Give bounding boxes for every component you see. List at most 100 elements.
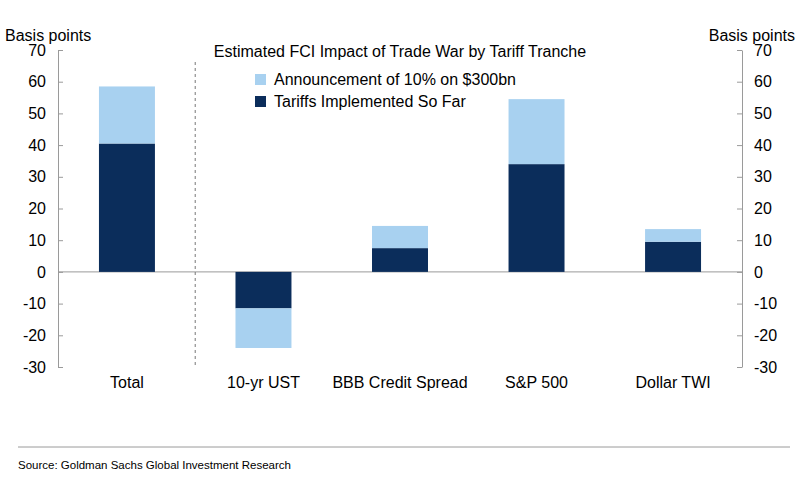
y-axis: -30 -20 -10 0 10 20 30 40 50 60 70 (23, 42, 63, 376)
tick-mark (58, 50, 63, 51)
tick: -20 (737, 327, 777, 344)
legend: Announcement of 10% on $300bn Tariffs Imp… (255, 71, 516, 110)
tick-label: -30 (754, 359, 777, 376)
tick-label: 10 (754, 232, 772, 249)
category-label: Dollar TWI (635, 374, 710, 391)
tick-mark (737, 335, 742, 336)
separator (195, 62, 196, 367)
bar (235, 308, 291, 348)
tick-mark (737, 177, 742, 178)
tick-label: -10 (754, 295, 777, 312)
tick-mark (58, 367, 63, 368)
tick-mark (58, 82, 63, 83)
bar (509, 164, 565, 272)
tick: 40 (28, 137, 63, 154)
tick-label: -20 (23, 327, 46, 344)
legend-swatch (255, 96, 266, 107)
tick: 60 (28, 73, 63, 90)
tick: 70 (28, 42, 63, 59)
bar (645, 242, 701, 272)
tick-mark (58, 304, 63, 305)
tick-mark (58, 113, 63, 114)
tick-mark (58, 335, 63, 336)
tick: 70 (737, 42, 772, 59)
bar (372, 226, 428, 248)
tick-mark (58, 209, 63, 210)
tick-mark (737, 50, 742, 51)
bars (99, 86, 701, 348)
y2-axis-title: Basis points (709, 27, 795, 44)
bar (235, 272, 291, 308)
tick-mark (737, 145, 742, 146)
tick: 40 (737, 137, 772, 154)
title: Estimated FCI Impact of Trade War by Tar… (214, 43, 586, 60)
legend-label: Announcement of 10% on $300bn (274, 71, 516, 88)
tick: 20 (28, 200, 63, 217)
bar (99, 144, 155, 272)
tick-label: 0 (754, 264, 763, 281)
axis-line (742, 51, 743, 368)
tick-mark (58, 177, 63, 178)
bar (99, 86, 155, 143)
tick-mark (737, 82, 742, 83)
tick-mark (737, 367, 742, 368)
tick-mark (58, 145, 63, 146)
tick-label: 70 (754, 42, 772, 59)
tick-label: -30 (23, 359, 46, 376)
tick-label: 60 (754, 73, 772, 90)
tick-label: 30 (28, 168, 46, 185)
tick: S&P 500 (505, 374, 568, 391)
tick: 0 (37, 264, 63, 281)
tick-label: 0 (37, 264, 46, 281)
tick-label: 30 (754, 168, 772, 185)
tick: 0 (737, 264, 763, 281)
tick-label: -10 (23, 295, 46, 312)
tick: 50 (28, 105, 63, 122)
tick-mark (737, 209, 742, 210)
tick-mark (737, 272, 742, 273)
bar (372, 248, 428, 272)
tick: Total (110, 374, 144, 391)
y2-axis: -30 -20 -10 0 10 20 30 40 50 60 70 (737, 42, 777, 376)
tick-label: 70 (28, 42, 46, 59)
tick: -20 (23, 327, 63, 344)
tick-label: 20 (28, 200, 46, 217)
tick: -10 (737, 295, 777, 312)
tick: -30 (737, 359, 777, 376)
y-axis-title: Basis points (5, 27, 91, 44)
tick: 30 (737, 168, 772, 185)
tick-label: 50 (28, 105, 46, 122)
bar (645, 229, 701, 242)
category-label: 10-yr UST (227, 374, 300, 391)
tick-mark (737, 240, 742, 241)
tick-label: 60 (28, 73, 46, 90)
tick-label: 10 (28, 232, 46, 249)
tick-label: 40 (28, 137, 46, 154)
legend-label: Tariffs Implemented So Far (274, 93, 466, 110)
tick: 60 (737, 73, 772, 90)
footer-rule (18, 447, 790, 448)
tick-label: 20 (754, 200, 772, 217)
category-label: Total (110, 374, 144, 391)
source: Source: Goldman Sachs Global Investment … (18, 459, 291, 471)
tick: Dollar TWI (635, 374, 710, 391)
tick-mark (58, 240, 63, 241)
category-label: BBB Credit Spread (332, 374, 467, 391)
x-axis: Total 10-yr UST BBB Credit Spread S&P 500 Do… (110, 374, 711, 391)
tick: BBB Credit Spread (332, 374, 467, 391)
tick: 10 (28, 232, 63, 249)
tick-label: -20 (754, 327, 777, 344)
tick: 10 (737, 232, 772, 249)
tick-mark (737, 113, 742, 114)
tick-mark (58, 272, 63, 273)
tick: 20 (737, 200, 772, 217)
bar (509, 99, 565, 164)
tick-mark (737, 304, 742, 305)
tick-label: 50 (754, 105, 772, 122)
tick-label: 40 (754, 137, 772, 154)
tick: -10 (23, 295, 63, 312)
category-label: S&P 500 (505, 374, 568, 391)
tick: 10-yr UST (227, 374, 300, 391)
tick: 50 (737, 105, 772, 122)
legend-swatch (255, 74, 266, 85)
